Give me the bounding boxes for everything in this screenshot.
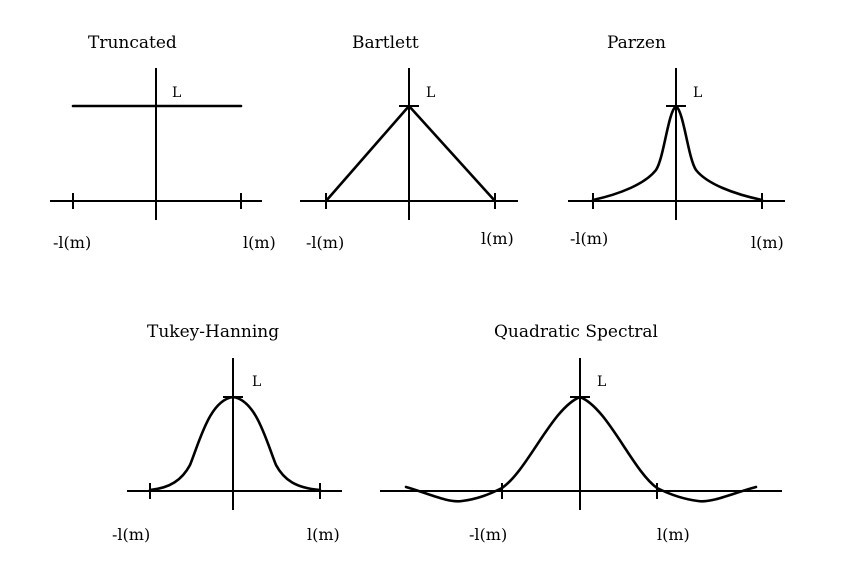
kernel-curve	[148, 395, 322, 492]
peak-label: L	[252, 374, 261, 390]
pos-tick-label: l(m)	[481, 229, 514, 248]
kernel-curve	[404, 395, 758, 503]
panel-truncated: Truncated L -l(m) l(m)	[50, 33, 276, 252]
panel-title: Bartlett	[352, 33, 419, 53]
neg-tick-label: -l(m)	[112, 525, 150, 544]
peak-label: L	[426, 85, 435, 101]
neg-tick-label: -l(m)	[306, 233, 344, 252]
panel-title: Truncated	[88, 33, 177, 53]
panel-title: Parzen	[607, 33, 666, 53]
peak-label: L	[172, 85, 181, 101]
kernel-curve	[591, 104, 764, 202]
panel-tukey-hanning: Tukey-Hanning L -l(m) l(m)	[112, 322, 342, 544]
neg-tick-label: -l(m)	[469, 525, 507, 544]
peak-label: L	[597, 374, 606, 390]
pos-tick-label: l(m)	[243, 233, 276, 252]
panel-bartlett: Bartlett L -l(m) l(m)	[300, 33, 518, 252]
panel-title: Tukey-Hanning	[147, 322, 279, 342]
panel-quadratic-spectral: Quadratic Spectral L -l(m) l(m)	[380, 322, 782, 544]
neg-tick-label: -l(m)	[570, 229, 608, 248]
kernel-curve	[324, 104, 497, 203]
panel-title: Quadratic Spectral	[494, 322, 658, 342]
pos-tick-label: l(m)	[657, 525, 690, 544]
neg-tick-label: -l(m)	[53, 233, 91, 252]
pos-tick-label: l(m)	[307, 525, 340, 544]
peak-label: L	[693, 85, 702, 101]
pos-tick-label: l(m)	[751, 233, 784, 252]
panel-parzen: Parzen L -l(m) l(m)	[568, 33, 785, 252]
